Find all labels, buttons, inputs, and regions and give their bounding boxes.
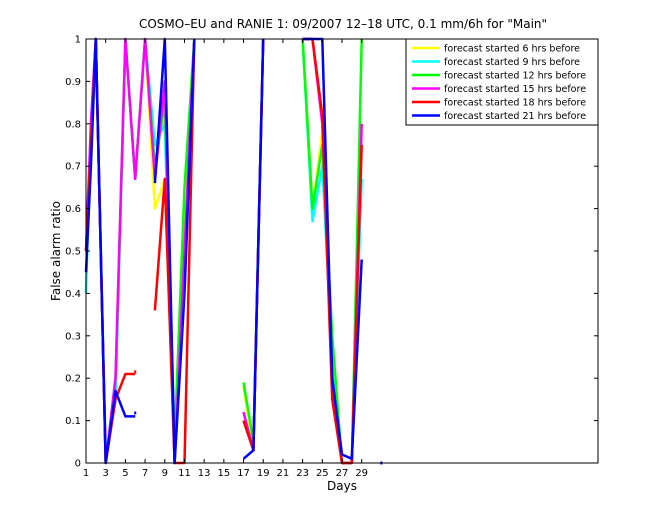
x-tick-label: 3 — [103, 468, 109, 479]
x-tick-label: 5 — [122, 468, 128, 479]
y-tick-label: 0 — [75, 459, 81, 470]
isolated-point — [134, 370, 137, 374]
y-tick-label: 0.2 — [65, 374, 81, 385]
y-tick-label: 0.7 — [65, 162, 81, 173]
x-tick-label: 21 — [277, 468, 290, 479]
x-tick-label: 13 — [198, 468, 211, 479]
x-tick-label: 15 — [217, 468, 230, 479]
legend: forecast started 6 hrs before forecast st… — [405, 38, 599, 126]
y-tick-label: 0.5 — [65, 247, 81, 258]
x-tick-label: 19 — [257, 468, 270, 479]
y-axis-ticks: 0 0.1 0.2 0.3 0.4 0.5 0.6 0.7 0.8 0.9 1 — [65, 35, 598, 470]
legend-label: forecast started 6 hrs before — [444, 44, 580, 55]
x-tick-label: 29 — [355, 468, 368, 479]
legend-items: forecast started 6 hrs before forecast st… — [412, 44, 586, 122]
legend-label: forecast started 9 hrs before — [444, 57, 580, 68]
x-tick-label: 11 — [178, 468, 191, 479]
x-tick-label: 9 — [162, 468, 168, 479]
x-tick-label: 1 — [83, 468, 89, 479]
legend-label: forecast started 15 hrs before — [444, 84, 586, 95]
chart-title: COSMO–EU and RANIE 1: 09/2007 12–18 UTC,… — [139, 17, 547, 31]
y-tick-label: 0.6 — [65, 204, 81, 215]
y-tick-label: 0.3 — [65, 331, 81, 342]
y-tick-label: 1 — [75, 35, 81, 46]
legend-label: forecast started 12 hrs before — [444, 71, 586, 82]
y-tick-label: 0.8 — [65, 119, 81, 130]
x-tick-label: 23 — [296, 468, 309, 479]
legend-box — [405, 38, 599, 126]
x-tick-label: 7 — [142, 468, 148, 479]
x-tick-label: 25 — [316, 468, 329, 479]
y-tick-label: 0.1 — [65, 416, 81, 427]
x-axis-ticks: 1 3 5 7 9 11 13 15 17 19 21 23 25 27 29 — [83, 39, 368, 479]
x-tick-label: 27 — [336, 468, 349, 479]
y-axis-label: False alarm ratio — [49, 201, 63, 301]
x-tick-label: 17 — [237, 468, 250, 479]
y-tick-label: 0.9 — [65, 77, 81, 88]
x-axis-label: Days — [327, 479, 357, 493]
legend-label: forecast started 21 hrs before — [444, 111, 586, 122]
legend-label: forecast started 18 hrs before — [444, 98, 586, 109]
isolated-point — [134, 411, 137, 415]
y-tick-label: 0.4 — [65, 289, 81, 300]
